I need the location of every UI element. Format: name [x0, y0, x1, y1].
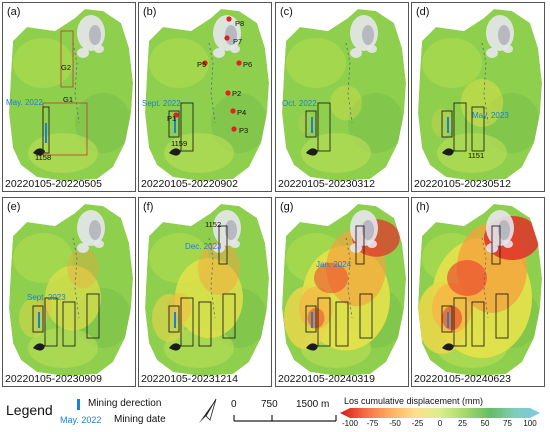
date-range: 20220105-20220505 [5, 178, 102, 190]
deformation-map [418, 9, 542, 181]
panel-label: (e) [7, 201, 21, 213]
date-range: 20220105-20240319 [278, 373, 375, 385]
monitoring-point [226, 16, 232, 22]
scale-label-0: 0 [231, 399, 237, 410]
monitoring-point [230, 108, 236, 114]
point-label: P1 [167, 114, 177, 123]
map-panel: (h) 20220105-20240623 [411, 197, 545, 387]
panel-annotation: 1151 [468, 151, 485, 160]
panel-label: (b) [143, 6, 157, 18]
point-label: P3 [239, 126, 249, 135]
point-label: P2 [232, 89, 242, 98]
scale-label-1500: 1500 m [296, 399, 330, 410]
point-label: P8 [235, 19, 245, 28]
mining-date: Jan. 2024 [316, 260, 352, 269]
point-label: P4 [237, 108, 247, 117]
deformation-map [145, 204, 269, 376]
panel-label: (g) [280, 201, 294, 213]
monitoring-point [225, 90, 231, 96]
colorbar-tick: -25 [411, 419, 424, 428]
date-range: 20220105-20220902 [141, 178, 238, 190]
monitoring-point [231, 126, 237, 132]
point-label: P6 [243, 60, 253, 69]
mining-date: Oct. 2022 [282, 99, 317, 108]
map-panel: (g) 20220105-20240319 Jan. 2024 [275, 197, 409, 387]
date-range: 20220105-20231214 [141, 373, 238, 385]
monitoring-point [236, 60, 242, 66]
mining-date-sample: May. 2022 [60, 415, 102, 425]
mining-date-label: Mining date [114, 414, 166, 425]
mining-direction-label: Mining derection [88, 398, 162, 409]
panel-label: (h) [416, 201, 430, 213]
date-range: 20220105-20230512 [414, 178, 511, 190]
mining-date: May. 2022 [6, 98, 43, 107]
panel-label: (c) [280, 6, 293, 18]
monitoring-point [224, 35, 230, 41]
map-panel: (c) 20220105-20230312 Oct. 2022 [275, 2, 409, 192]
mining-direction-symbol [77, 399, 80, 410]
mining-date: Dec. 2023 [185, 242, 222, 251]
deformation-map [282, 9, 406, 181]
panel-annotation: G2 [61, 63, 72, 72]
colorbar [340, 408, 540, 418]
mining-date: May. 2023 [472, 111, 509, 120]
panel-label: (d) [416, 6, 430, 18]
deformation-map [9, 204, 133, 376]
scale-label-750: 750 [261, 399, 278, 410]
colorbar-tick: -50 [389, 419, 401, 428]
colorbar-tick: 0 [437, 419, 443, 428]
panel-annotation: G1 [63, 95, 74, 104]
mining-date: Sept. 2023 [27, 293, 66, 302]
colorbar-tick: 25 [458, 419, 467, 428]
monitoring-point [173, 112, 179, 118]
map-panel: (e) 20220105-20230909 Sept. 2023 [2, 197, 136, 387]
colorbar-title: Los cumulative displacement (mm) [344, 396, 484, 406]
panel-annotation: 1159 [171, 139, 188, 148]
date-range: 20220105-20240623 [414, 373, 511, 385]
colorbar-tick: 100 [523, 419, 537, 428]
point-label: P5 [197, 60, 207, 69]
mining-date: Sept. 2022 [142, 99, 181, 108]
date-range: 20220105-20230312 [278, 178, 375, 190]
colorbar-tick: -75 [366, 419, 379, 428]
legend: Legend Mining derection May. 2022 Mining… [0, 394, 550, 432]
map-panel: (a) 20220105-20220505 May. 2022 G2 G1 1158 [2, 2, 136, 192]
north-arrow-icon [199, 398, 217, 423]
deformation-map [9, 9, 133, 181]
panel-annotation: 1158 [35, 153, 52, 162]
colorbar-tick: 75 [503, 419, 512, 428]
scale-bar [233, 415, 337, 422]
panel-annotation: 1152 [205, 220, 222, 229]
deformation-map [418, 204, 542, 376]
panel-label: (a) [7, 6, 21, 18]
deformation-map [145, 9, 269, 181]
colorbar-tick: 50 [480, 419, 490, 428]
monitoring-point [202, 60, 208, 66]
legend-title: Legend [6, 402, 53, 418]
map-panel: (b) 20220105-20220902 Sept. 2022 1159 P8 P7 P5… [138, 2, 272, 192]
map-panel: (f) 20220105-20231214 Dec. 2023 1152 [138, 197, 272, 387]
deformation-map [282, 204, 406, 376]
panel-label: (f) [143, 201, 154, 213]
colorbar-tick: -100 [341, 419, 359, 428]
map-panel: (d) 20220105-20230512 May. 2023 1151 [411, 2, 545, 192]
point-label: P7 [233, 37, 243, 46]
date-range: 20220105-20230909 [5, 373, 102, 385]
